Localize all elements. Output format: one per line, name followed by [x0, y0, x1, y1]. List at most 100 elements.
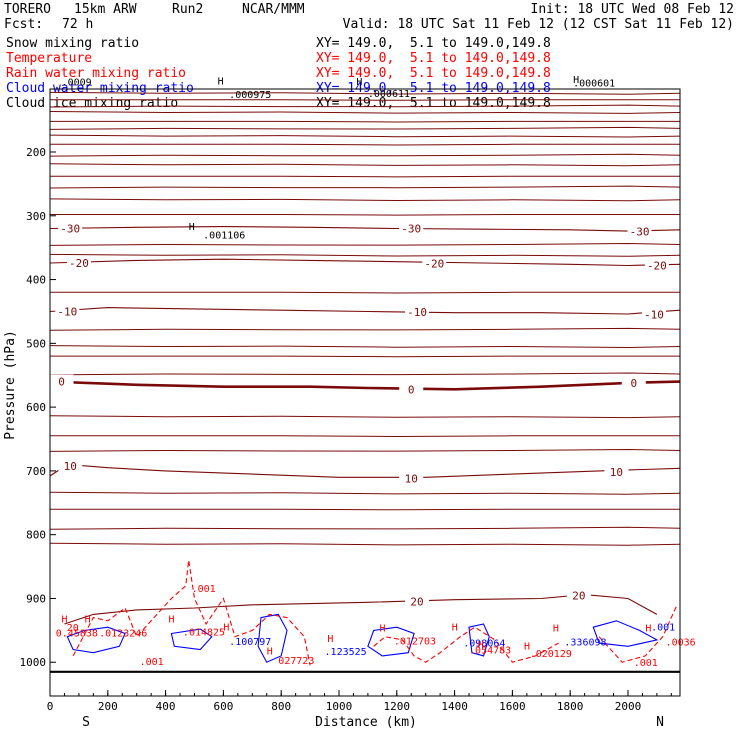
- high-marker: H: [62, 615, 68, 626]
- temperature-contour-line: [50, 291, 680, 294]
- high-marker: H: [218, 76, 224, 87]
- temperature-contour-label: -20: [69, 257, 89, 270]
- legend-rain-label: Rain water mixing ratio: [6, 66, 187, 81]
- temperature-unlabeled-contours: [49, 91, 681, 546]
- temperature-contour-20: [64, 594, 658, 625]
- y-tick-label: 1000: [20, 656, 47, 669]
- cloud-ice-label: .001106: [203, 231, 245, 242]
- temperature-contour-line: [49, 526, 681, 530]
- temperature-contour-label: 10: [64, 460, 77, 473]
- cloud-water-contour: [367, 626, 415, 657]
- rain-label: .020129: [530, 649, 572, 660]
- high-marker: H: [573, 75, 579, 86]
- contour-label-bg: [621, 375, 646, 388]
- x-tick-label: 1400: [441, 700, 468, 713]
- temperature-contour-line: [49, 126, 681, 130]
- temperature-contour-label: 20: [572, 589, 585, 602]
- high-marker: H: [553, 624, 559, 635]
- rain-label: 027723: [278, 656, 314, 667]
- temperature-contour-label: -10: [644, 309, 664, 322]
- rain-contour: [598, 604, 678, 663]
- header-model: TORERO: [4, 2, 51, 17]
- field-labels: .001 0.45838.0123246 .014825 027723 .012703.…: [56, 75, 696, 669]
- temperature-contour-10: [49, 463, 681, 478]
- temperature-contour-line: [49, 111, 681, 114]
- contour-label-bg: [405, 305, 430, 318]
- temperature-contour-line: [49, 134, 681, 138]
- temperature-contour-label: -30: [60, 223, 80, 236]
- x-tick-label: 1800: [557, 700, 584, 713]
- x-axis-title: Distance (km): [315, 715, 417, 730]
- cloud-ice-label: .0009: [62, 78, 92, 89]
- temperature-contour--30: [49, 226, 681, 232]
- temperature-contour-label: -30: [401, 223, 421, 236]
- temperature-contour-label: 10: [610, 466, 623, 479]
- rain-label: .012703: [394, 636, 436, 647]
- cloud-water-label: .336098: [564, 638, 606, 649]
- temperature-contour-label: 20: [410, 596, 423, 609]
- rain-label: .054783: [469, 645, 511, 656]
- high-marker: H: [645, 624, 651, 635]
- contour-label-bg: [604, 465, 629, 478]
- cloud-water-contour: [66, 626, 126, 654]
- temperature-contour-line: [49, 345, 681, 349]
- header-run: Run2: [172, 2, 204, 17]
- temperature-contour-label: -10: [57, 305, 77, 318]
- contour-label-bg: [399, 221, 424, 234]
- header-init: Init: 18 UTC Wed 08 Feb 12: [530, 2, 735, 17]
- contour-label-bg: [422, 256, 447, 269]
- temperature-contour-line: [50, 120, 680, 123]
- precip-contours: [50, 560, 680, 673]
- temperature-contour-line: [49, 198, 681, 202]
- header-config: 15km ARW: [74, 2, 137, 17]
- x-tick-label: 1200: [384, 700, 411, 713]
- cloud-ice-label: .000601: [573, 78, 615, 89]
- legend-snow-xy: XY= 149.0, 5.1 to 149.0,149.8: [316, 36, 551, 51]
- temperature-contour--20: [49, 258, 681, 267]
- temperature-contour-label: 0: [408, 383, 415, 396]
- x-tick-label: 1600: [499, 700, 526, 713]
- y-tick-label: 800: [26, 529, 46, 542]
- contour-label-bg: [405, 594, 430, 607]
- rain-label: .001: [140, 657, 164, 668]
- rain-label: .014825: [183, 627, 225, 638]
- legend-snow-label: Snow mixing ratio: [6, 36, 140, 51]
- contour-label-bg: [399, 382, 424, 395]
- high-marker: H: [85, 615, 91, 626]
- temperature-contour-line: [49, 242, 681, 246]
- temperature-contour-label: -30: [630, 226, 650, 239]
- legend-temperature-label: Temperature: [6, 51, 93, 66]
- temperature-contour-line: [50, 143, 680, 146]
- temperature-contour-label: -20: [647, 260, 667, 273]
- temperature-contour-line: [50, 355, 680, 358]
- temperature-contour-line: [49, 372, 681, 376]
- header-valid: Valid: 18 UTC Sat 11 Feb 12 (12 CST Sat …: [342, 17, 734, 32]
- header-fcst-value: 72 h: [62, 17, 94, 32]
- y-axis-title: Pressure (hPa): [3, 330, 18, 440]
- y-tick-label: 500: [26, 337, 46, 350]
- temperature-contour-line: [49, 327, 681, 331]
- cloud-water-label: .098064: [463, 638, 505, 649]
- temperature-contour-line: [49, 415, 681, 419]
- y-tick-label: 700: [26, 465, 46, 478]
- rain-contour: [72, 560, 311, 666]
- temperature-contour-line: [49, 491, 681, 495]
- temperature-contour-line: [49, 104, 681, 108]
- temperature-contour-label: 10: [405, 473, 418, 486]
- x-tick-label: 200: [98, 700, 118, 713]
- high-marker: H: [452, 622, 458, 633]
- rain-label: .001: [634, 658, 658, 669]
- high-marker: H: [267, 647, 273, 658]
- temperature-contour-line: [49, 91, 681, 95]
- temperature-contour-line: [50, 508, 680, 511]
- x-axis-north-label: N: [656, 715, 664, 730]
- temperature-contour-line: [49, 448, 681, 452]
- contour-label-bg: [399, 471, 424, 484]
- contour-label-bg: [55, 304, 80, 317]
- rain-label: .0123246: [99, 629, 147, 640]
- temperature-contour--10: [49, 307, 681, 315]
- temperature-contour-line: [49, 542, 681, 546]
- high-marker: H: [223, 622, 229, 633]
- temperature-contour-line: [50, 435, 680, 438]
